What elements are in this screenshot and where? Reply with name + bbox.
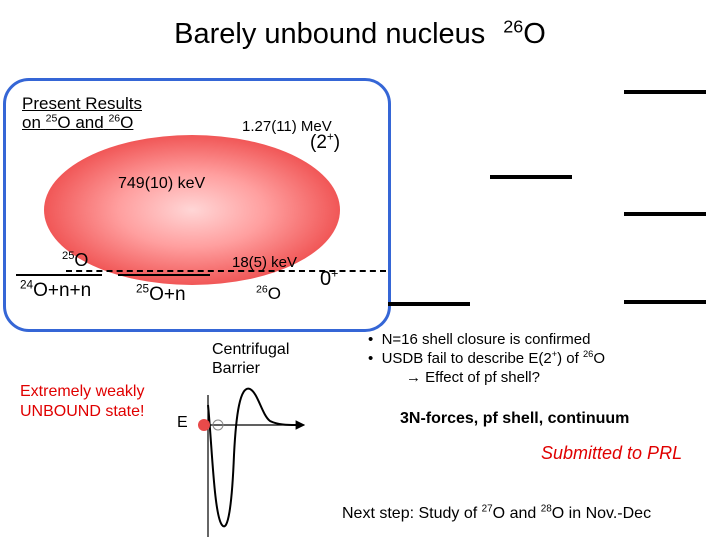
o24nn-label: 24O+n+n — [20, 278, 92, 301]
results-panel — [3, 78, 391, 332]
right-level-3 — [624, 212, 706, 216]
barrier-e-label: E — [177, 414, 188, 431]
barrier-particle — [198, 419, 210, 431]
next-step-note: Next step: Study of 27O and 28O in Nov.-… — [342, 503, 652, 522]
bullet-1: • N=16 shell closure is confirmed — [368, 331, 591, 348]
o25n-level — [118, 274, 210, 276]
barrier-label: Centrifugal Barrier — [212, 341, 290, 377]
threshold-line — [66, 270, 386, 272]
submitted-note: Submitted to PRL — [541, 443, 683, 463]
present-results-line1: Present Results — [22, 94, 142, 113]
right-level-5 — [624, 300, 706, 304]
conclusion-bullets: • N=16 shell closure is confirmed • USDB… — [368, 330, 605, 387]
present-results-line2: on 25O and 26O — [22, 112, 134, 132]
bullet-2: • USDB fail to describe E(2+) of 26O — [368, 349, 605, 367]
weakly-unbound-note: Extremely weakly UNBOUND state! — [20, 383, 145, 420]
red-blob — [44, 135, 340, 285]
ground-energy: 18(5) keV — [232, 254, 298, 271]
o24nn-level — [16, 274, 102, 276]
right-level-1 — [624, 90, 706, 94]
title-nucleus-mass: 26 — [503, 16, 524, 37]
barrier-curve — [207, 387, 297, 528]
ground-label-0plus: 0+ — [320, 266, 339, 290]
barrier-particle-ghost — [212, 419, 224, 431]
arrow-icon: → — [406, 369, 421, 386]
o25-state-energy: 749(10) keV — [118, 175, 206, 192]
bullet-3: → Effect of pf shell? — [406, 369, 540, 386]
barrier-plot — [198, 387, 306, 537]
o26-label: 26O — [256, 283, 281, 303]
title-text: Barely unbound nucleus — [174, 18, 486, 50]
present-results-heading: Present Results on 25O and 26O — [22, 94, 142, 132]
state-label-2plus: (2+) — [310, 130, 341, 153]
o25n-label: 25O+n — [136, 282, 186, 305]
o25-label: 25O — [62, 250, 89, 270]
title-nucleus-symbol: O — [523, 18, 546, 50]
right-level-4 — [388, 302, 470, 306]
state-energy-2plus: 1.27(11) MeV — [242, 118, 332, 135]
forces-note: 3N-forces, pf shell, continuum — [400, 410, 630, 427]
slide-title: Barely unbound nucleus 26O — [0, 16, 720, 51]
right-level-2 — [490, 175, 572, 179]
